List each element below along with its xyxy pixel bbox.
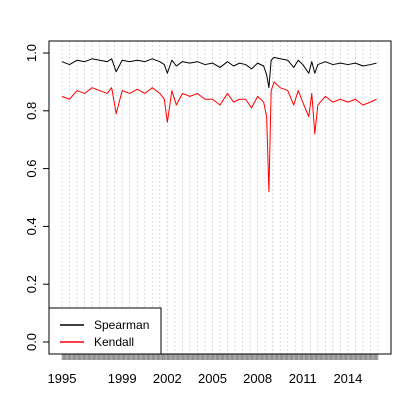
x-tick-label: 2005 [198, 371, 227, 386]
legend-label-spearman: Spearman [94, 318, 149, 332]
series-line-kendall [61, 81, 377, 193]
y-tick-label: 0.2 [24, 275, 39, 293]
vertical-gridlines [61, 41, 379, 354]
legend-label-kendall: Kendall [94, 335, 134, 349]
y-tick-label: 0.6 [24, 160, 39, 178]
x-axis: 1995 1999 2002 2005 2008 2011 2014 [48, 354, 379, 386]
x-tick-label: 2008 [243, 371, 272, 386]
legend-box [48, 307, 162, 355]
x-tick-label: 1999 [108, 371, 137, 386]
x-tick-label: 2011 [289, 371, 317, 386]
y-tick-label: 1.0 [24, 44, 39, 62]
y-tick-label: 0.4 [24, 217, 39, 235]
plot-frame [48, 40, 392, 355]
x-tick-label: 2014 [333, 371, 362, 386]
y-tick-label: 0.0 [24, 333, 39, 351]
y-tick-label: 0.8 [24, 102, 39, 120]
x-tick-label: 2002 [153, 371, 182, 386]
series-line-spearman [61, 56, 377, 89]
series-lines [61, 56, 377, 193]
x-tick-label: 1995 [48, 371, 77, 386]
legend: Spearman Kendall [48, 307, 162, 355]
y-axis: 0.0 0.2 0.4 0.6 0.8 1.0 [24, 44, 49, 351]
